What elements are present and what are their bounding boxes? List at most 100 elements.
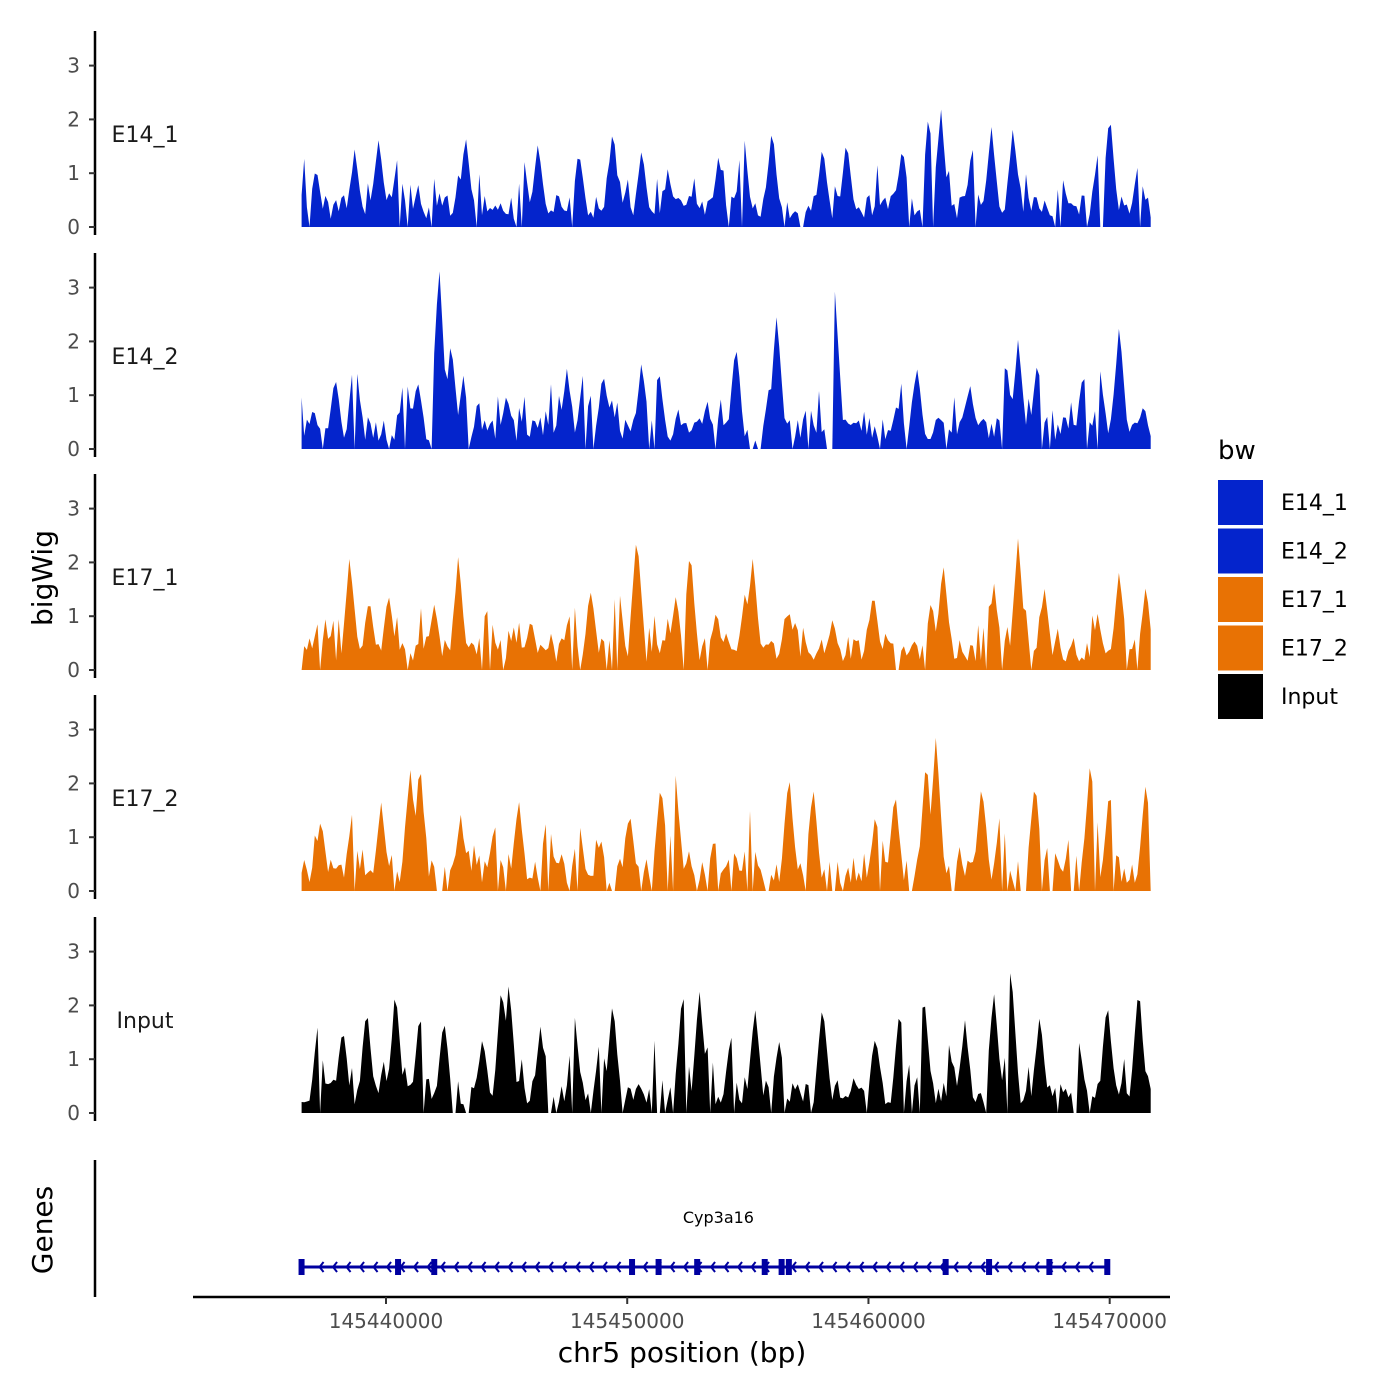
strand-arrow bbox=[750, 1261, 757, 1273]
legend-title: bw bbox=[1218, 436, 1256, 466]
strand-arrow bbox=[966, 1261, 973, 1273]
track-label: E17_1 bbox=[112, 566, 179, 591]
strand-arrow bbox=[345, 1261, 352, 1273]
strand-arrow bbox=[912, 1261, 919, 1273]
strand-arrow bbox=[588, 1261, 595, 1273]
strand-arrow bbox=[453, 1261, 460, 1273]
y-tick-label: 0 bbox=[67, 1101, 80, 1125]
y-tick-label: 0 bbox=[67, 658, 80, 682]
track-E17_2: 0 1 2 3 E17_2 bbox=[67, 695, 1151, 903]
exon bbox=[761, 1259, 768, 1275]
y-tick-label: 3 bbox=[67, 54, 80, 78]
y-tick-label: 1 bbox=[67, 161, 80, 185]
strand-arrow bbox=[642, 1261, 649, 1273]
y-tick-label: 1 bbox=[67, 825, 80, 849]
strand-arrow bbox=[736, 1261, 743, 1273]
track-label: Input bbox=[117, 1009, 174, 1034]
strand-arrow bbox=[520, 1261, 527, 1273]
genes-track-title: Genes bbox=[26, 1186, 59, 1274]
strand-arrow bbox=[358, 1261, 365, 1273]
strand-arrow bbox=[979, 1261, 986, 1273]
y-tick-label: 3 bbox=[67, 497, 80, 521]
exon bbox=[942, 1259, 949, 1275]
y-tick-label: 1 bbox=[67, 383, 80, 407]
exon bbox=[986, 1259, 993, 1275]
y-tick-label: 1 bbox=[67, 604, 80, 628]
x-tick-label: 145450000 bbox=[570, 1309, 685, 1333]
strand-arrow bbox=[898, 1261, 905, 1273]
exon bbox=[431, 1259, 438, 1275]
legend-label: E17_2 bbox=[1281, 637, 1348, 662]
y-tick-label: 0 bbox=[67, 437, 80, 461]
exon bbox=[395, 1259, 402, 1275]
y-tick-label: 2 bbox=[67, 993, 80, 1017]
strand-arrow bbox=[466, 1261, 473, 1273]
track-E17_1: 0 1 2 3 E17_1 bbox=[67, 474, 1151, 682]
strand-arrow bbox=[709, 1261, 716, 1273]
strand-arrow bbox=[480, 1261, 487, 1273]
strand-arrow bbox=[318, 1261, 325, 1273]
strand-arrow bbox=[831, 1261, 838, 1273]
track-E14_2: 0 1 2 3 E14_2 bbox=[67, 253, 1151, 461]
signal-area-E14_1 bbox=[301, 109, 1151, 227]
strand-arrow bbox=[993, 1261, 1000, 1273]
legend-swatch bbox=[1218, 625, 1263, 671]
strand-arrow bbox=[871, 1261, 878, 1273]
x-tick-label: 145440000 bbox=[329, 1309, 444, 1333]
exon bbox=[694, 1259, 701, 1275]
y-tick-label: 2 bbox=[67, 550, 80, 574]
gene-name-label: Cyp3a16 bbox=[683, 1208, 754, 1227]
strand-arrow bbox=[723, 1261, 730, 1273]
signal-area-E14_2 bbox=[301, 271, 1151, 449]
y-tick-label: 2 bbox=[67, 771, 80, 795]
strand-arrow bbox=[790, 1261, 797, 1273]
strand-arrow bbox=[493, 1261, 500, 1273]
strand-arrow bbox=[682, 1261, 689, 1273]
strand-arrow bbox=[885, 1261, 892, 1273]
strand-arrow bbox=[669, 1261, 676, 1273]
y-tick-label: 2 bbox=[67, 329, 80, 353]
y-tick-label: 3 bbox=[67, 940, 80, 964]
x-tick-label: 145460000 bbox=[811, 1309, 926, 1333]
x-tick-label: 145470000 bbox=[1052, 1309, 1167, 1333]
exon bbox=[1046, 1259, 1053, 1275]
strand-arrow bbox=[331, 1261, 338, 1273]
y-tick-label: 2 bbox=[67, 107, 80, 131]
track-Input: 0 1 2 3 Input bbox=[67, 917, 1151, 1125]
track-label: E17_2 bbox=[112, 787, 179, 812]
signal-area-E17_2 bbox=[301, 737, 1151, 891]
strand-arrow bbox=[385, 1261, 392, 1273]
y-axis-title: bigWig bbox=[26, 530, 59, 626]
track-E14_1: 0 1 2 3 E14_1 bbox=[67, 31, 1151, 239]
exon bbox=[785, 1259, 792, 1275]
legend-label: E14_1 bbox=[1281, 491, 1348, 516]
strand-arrow bbox=[574, 1261, 581, 1273]
track-label: E14_1 bbox=[112, 123, 179, 148]
legend-label: Input bbox=[1281, 685, 1338, 710]
strand-arrow bbox=[817, 1261, 824, 1273]
signal-area-Input bbox=[301, 973, 1151, 1113]
legend-swatch bbox=[1218, 674, 1263, 719]
strand-arrow bbox=[844, 1261, 851, 1273]
strand-arrow bbox=[1020, 1261, 1027, 1273]
x-axis: 145440000 145450000 145460000 145470000 bbox=[193, 1295, 1170, 1333]
signal-area-E17_1 bbox=[301, 538, 1151, 670]
legend-label: E14_2 bbox=[1281, 540, 1348, 565]
strand-arrow bbox=[426, 1261, 433, 1273]
strand-arrow bbox=[547, 1261, 554, 1273]
x-axis-title: chr5 position (bp) bbox=[558, 1336, 807, 1369]
strand-arrow bbox=[952, 1261, 959, 1273]
legend-swatch bbox=[1218, 577, 1263, 622]
legend-label: E17_1 bbox=[1281, 588, 1348, 613]
strand-arrow bbox=[534, 1261, 541, 1273]
strand-arrow bbox=[561, 1261, 568, 1273]
strand-arrow bbox=[1060, 1261, 1067, 1273]
exon bbox=[778, 1259, 785, 1275]
tracks-group: 0 1 2 3 E14_1 0 1 2 3 E14_2 0 1 2 3 E17_1 0 1 2 3 E17_2 0 1 2 3… bbox=[67, 31, 1151, 1125]
exon bbox=[298, 1259, 305, 1275]
exon bbox=[1104, 1259, 1111, 1275]
strand-arrow bbox=[1074, 1261, 1081, 1273]
y-tick-label: 3 bbox=[67, 276, 80, 300]
genes-track: Genes Cyp3a16 bbox=[26, 1160, 1111, 1297]
